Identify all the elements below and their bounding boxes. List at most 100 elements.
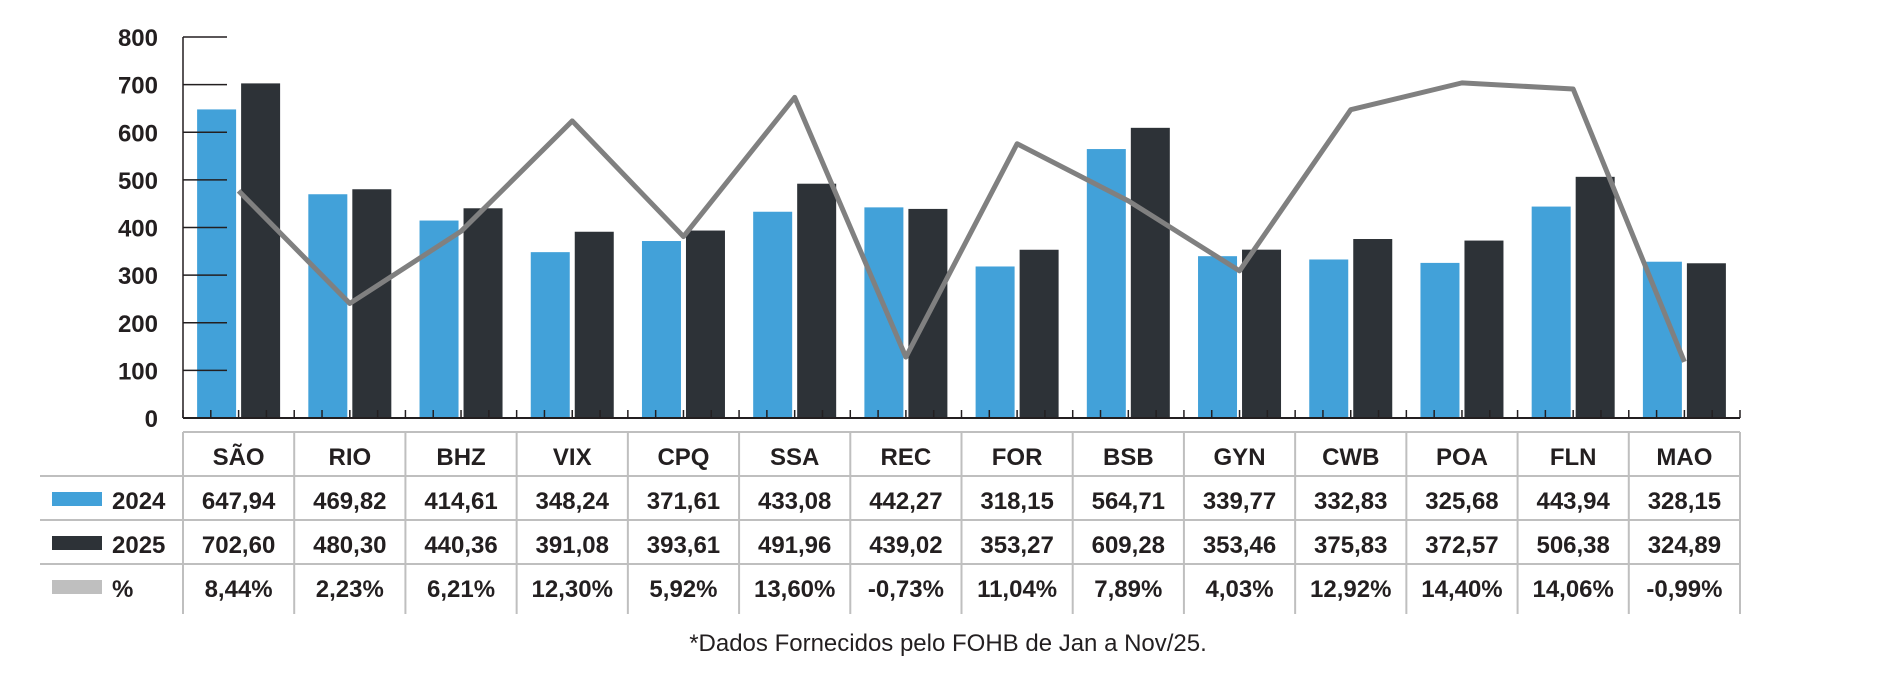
cell-2025-fln: 506,38 [1536, 532, 1609, 559]
cell-2024-for: 318,15 [980, 488, 1053, 515]
cell-2025-rec: 439,02 [869, 532, 942, 559]
category-label-for: FOR [992, 444, 1043, 471]
category-label-rio: RIO [328, 444, 371, 471]
cell-percent-rio: 2,23% [316, 576, 384, 603]
cell-2024-rec: 442,27 [869, 488, 942, 515]
category-label-bsb: BSB [1103, 444, 1154, 471]
category-label-rec: REC [881, 444, 932, 471]
cell-2025-cpq: 393,61 [647, 532, 720, 559]
cell-2025-gyn: 353,46 [1203, 532, 1276, 559]
category-label-mao: MAO [1656, 444, 1712, 471]
data-table: SÃO RIO BHZ VIX CPQ SSA REC FOR BSB GYN CWB POA FLN M… [40, 431, 1741, 614]
cell-percent-ssa: 13,60% [754, 576, 835, 603]
bar-2024-rio [308, 194, 348, 418]
y-tick-label-800: 800 [118, 25, 158, 52]
bar-2024-cpq [641, 241, 681, 418]
cell-percent-poa: 14,40% [1421, 576, 1502, 603]
category-label-bhz: BHZ [436, 444, 485, 471]
y-tick-label-500: 500 [118, 168, 158, 195]
cell-percent-bsb: 7,89% [1094, 576, 1162, 603]
bar-2025-fln [1575, 176, 1615, 418]
cell-2024-vix: 348,24 [536, 488, 610, 515]
cell-2024-bsb: 564,71 [1092, 488, 1165, 515]
bar-2025-mao [1686, 263, 1726, 418]
cell-percent-são: 8,44% [205, 576, 273, 603]
cell-2025-rio: 480,30 [313, 532, 386, 559]
cell-percent-vix: 12,30% [532, 576, 613, 603]
bar-2024-fln [1531, 206, 1571, 418]
bar-2024-rec [864, 207, 904, 418]
cell-2024-cpq: 371,61 [647, 488, 720, 515]
legend-label-2025: 2025 [112, 532, 165, 559]
bar-2024-bhz [419, 220, 459, 418]
y-tick-label-600: 600 [118, 120, 158, 147]
cell-2024-poa: 325,68 [1425, 488, 1498, 515]
bar-2024-são [197, 109, 237, 418]
cell-2024-são: 647,94 [202, 488, 276, 515]
cell-percent-mao: -0,99% [1646, 576, 1722, 603]
category-label-cwb: CWB [1322, 444, 1379, 471]
bar-2025-bsb [1130, 127, 1170, 419]
bars-layer [197, 83, 1726, 419]
bar-2025-ssa [797, 183, 837, 418]
cell-2025-mao: 324,89 [1648, 532, 1721, 559]
cell-2024-rio: 469,82 [313, 488, 386, 515]
cell-2024-bhz: 414,61 [424, 488, 497, 515]
bar-2025-for [1019, 249, 1059, 418]
bar-2024-ssa [753, 211, 793, 418]
cell-2025-ssa: 491,96 [758, 532, 831, 559]
legend-swatch-percent [52, 580, 102, 594]
cell-percent-cwb: 12,92% [1310, 576, 1391, 603]
bar-2025-bhz [463, 208, 503, 418]
cell-percent-fln: 14,06% [1532, 576, 1613, 603]
cell-2025-poa: 372,57 [1425, 532, 1498, 559]
cell-2025-são: 702,60 [202, 532, 275, 559]
legend-swatch-2025 [52, 536, 102, 550]
bar-2024-gyn [1198, 256, 1238, 418]
category-label-são: SÃO [213, 443, 265, 471]
category-label-gyn: GYN [1214, 444, 1266, 471]
bar-2025-poa [1464, 240, 1504, 418]
line-layer [236, 80, 1687, 363]
bar-2024-for [975, 266, 1015, 418]
y-tick-label-200: 200 [118, 311, 158, 338]
category-label-poa: POA [1436, 444, 1488, 471]
legend-label-percent: % [112, 576, 133, 603]
category-label-ssa: SSA [770, 444, 819, 471]
y-tick-label-0: 0 [145, 406, 158, 433]
y-tick-label-300: 300 [118, 263, 158, 290]
category-label-fln: FLN [1550, 444, 1597, 471]
category-label-cpq: CPQ [657, 444, 709, 471]
percent-line [236, 80, 1687, 363]
y-tick-label-400: 400 [118, 216, 158, 243]
cell-2025-cwb: 375,83 [1314, 532, 1387, 559]
cell-2025-bsb: 609,28 [1092, 532, 1165, 559]
cell-percent-gyn: 4,03% [1206, 576, 1274, 603]
bar-2025-cwb [1353, 239, 1393, 418]
bar-2025-gyn [1242, 249, 1282, 418]
cell-percent-bhz: 6,21% [427, 576, 495, 603]
cell-2025-vix: 391,08 [536, 532, 609, 559]
y-tick-label-100: 100 [118, 358, 158, 385]
bar-2025-cpq [685, 230, 725, 418]
cell-percent-cpq: 5,92% [649, 576, 717, 603]
cell-percent-rec: -0,73% [868, 576, 944, 603]
cell-2025-bhz: 440,36 [424, 532, 497, 559]
bar-2024-cwb [1309, 259, 1349, 418]
category-label-vix: VIX [553, 444, 592, 471]
cell-2025-for: 353,27 [980, 532, 1053, 559]
legend-label-2024: 2024 [112, 488, 166, 515]
bar-2025-vix [574, 231, 614, 418]
legend-swatch-2024 [52, 492, 102, 506]
cell-2024-mao: 328,15 [1648, 488, 1721, 515]
y-tick-label-700: 700 [118, 73, 158, 100]
cell-2024-ssa: 433,08 [758, 488, 831, 515]
bar-2024-poa [1420, 262, 1460, 418]
cell-2024-cwb: 332,83 [1314, 488, 1387, 515]
cell-2024-gyn: 339,77 [1203, 488, 1276, 515]
cell-2024-fln: 443,94 [1536, 488, 1610, 515]
bar-2024-vix [530, 252, 570, 418]
bar-2025-rio [352, 189, 392, 418]
